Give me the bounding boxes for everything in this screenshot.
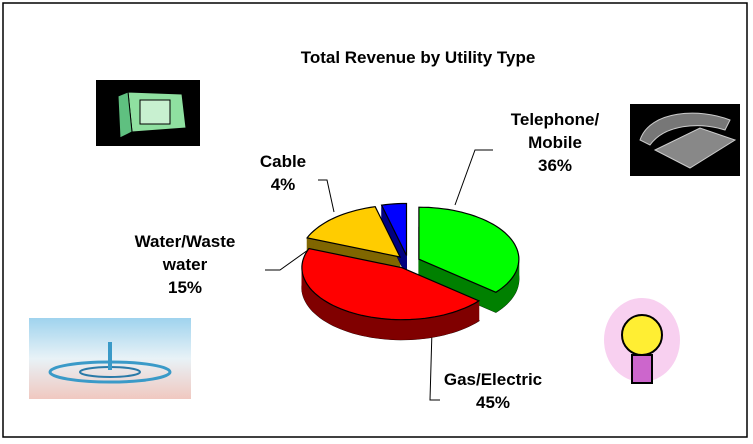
value-label: 45%	[475, 393, 511, 412]
slice-side	[357, 313, 363, 336]
slice-label: Water/Waste water	[134, 232, 236, 274]
slice-side	[366, 315, 372, 338]
slice-side	[390, 319, 396, 340]
slice-side	[371, 316, 377, 339]
chart-title: Total Revenue by Utility Type	[300, 48, 536, 67]
slice-side	[380, 318, 387, 340]
slice-side	[319, 297, 324, 321]
tv-clipart	[96, 80, 200, 146]
slice-side	[429, 316, 435, 338]
slice-side	[460, 307, 466, 330]
slice-side	[472, 302, 476, 326]
slice-side	[329, 303, 334, 326]
slice-side	[375, 317, 382, 339]
slice-side	[352, 312, 358, 335]
slice-side	[322, 299, 327, 323]
slice-side	[508, 278, 512, 303]
slice-side	[420, 318, 426, 340]
slice	[301, 247, 481, 321]
slice-side	[308, 285, 311, 310]
slice-side	[385, 318, 391, 340]
slice-side	[504, 283, 508, 307]
slice-side	[344, 309, 350, 333]
slice-side	[439, 314, 445, 337]
slice-side	[317, 294, 321, 319]
slice-side	[506, 280, 510, 305]
slice-side	[498, 287, 503, 311]
slice-side	[348, 311, 354, 334]
slice-side	[314, 292, 318, 317]
slice-label: Cable	[259, 152, 307, 171]
slice-side	[340, 308, 345, 331]
slice	[306, 206, 402, 258]
slice-side	[464, 306, 469, 329]
slice-side	[326, 301, 330, 325]
slice	[380, 202, 408, 256]
phone-clipart	[630, 104, 740, 176]
slice-side	[501, 285, 505, 309]
slice-side	[312, 290, 316, 314]
slice-side	[475, 300, 480, 324]
slice-side	[361, 315, 367, 337]
slice-side	[468, 304, 473, 327]
slice-side	[424, 317, 431, 339]
slice-side	[306, 283, 309, 308]
slice-side	[405, 319, 411, 340]
slice-side	[410, 318, 416, 340]
slice	[418, 206, 520, 293]
slice-side	[336, 306, 341, 330]
slice-side	[400, 319, 406, 340]
slice-side	[443, 313, 449, 336]
lightbulb-clipart	[604, 298, 680, 384]
slice-side	[495, 289, 500, 313]
value-label: 36%	[537, 156, 573, 175]
slice-side	[310, 288, 313, 312]
slice-side	[510, 276, 514, 301]
slice-side	[395, 319, 401, 340]
slice-side	[434, 315, 440, 338]
slice-side	[452, 310, 458, 333]
slice-side	[332, 305, 338, 328]
slice-side	[415, 318, 421, 340]
value-label: 15%	[167, 278, 203, 297]
leader-lines	[265, 149, 493, 401]
slice-label: Gas/Electric	[443, 370, 543, 389]
slice-side	[456, 309, 462, 332]
slice-label: Telephone/ Mobile	[510, 110, 600, 152]
value-label: 4%	[270, 175, 296, 194]
water-clipart	[29, 318, 191, 399]
slice-side	[448, 312, 453, 335]
